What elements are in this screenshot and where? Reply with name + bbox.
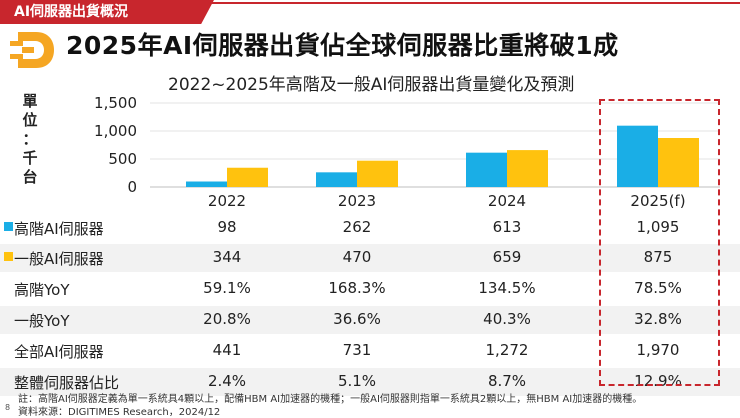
bar-high-end-2024 — [466, 152, 507, 187]
y-tick-label: 0 — [127, 178, 137, 196]
table-cell: 731 — [342, 341, 372, 359]
bar-general-2022 — [227, 167, 268, 187]
table-cell: 32.8% — [634, 310, 682, 328]
section-tag: AI伺服器出貨概況 — [0, 0, 214, 24]
bar-general-2025(f) — [658, 138, 699, 187]
header-rule — [0, 2, 740, 4]
row-label: 一般YoY — [14, 312, 70, 330]
bar-high-end-2022 — [186, 181, 227, 187]
table-cell: 1,272 — [485, 341, 529, 359]
table-cell: 1,970 — [636, 341, 680, 359]
table-cell: 2.4% — [207, 372, 247, 390]
x-tick-label: 2023 — [338, 192, 376, 210]
legend-swatch-high_end — [4, 222, 13, 231]
page-number: 8 — [5, 403, 11, 412]
bar-high-end-2025(f) — [617, 125, 658, 187]
y-tick-label: 1,500 — [94, 94, 137, 112]
row-label: 整體伺服器佔比 — [14, 374, 120, 392]
table-row: 整體伺服器佔比 2.4% 5.1% 8.7% 12.9% — [0, 368, 740, 396]
table-cell: 441 — [212, 341, 242, 359]
table-row: 高階AI伺服器 98 262 613 1,095 — [0, 214, 740, 242]
bar-chart: 0 500 1,000 1,500 2022 2023 2024 2025(f) — [94, 94, 720, 210]
footnote: 註：高階AI伺服器定義為單一系統具4顆以上，配備HBM AI加速器的機種；一般A… — [18, 394, 643, 405]
table-row: 一般AI伺服器 344 470 659 875 — [0, 244, 740, 272]
table-cell: 134.5% — [478, 279, 536, 297]
y-tick-label: 1,000 — [94, 122, 137, 140]
x-tick-label: 2024 — [488, 192, 526, 210]
table-row: 全部AI伺服器 441 731 1,272 1,970 — [0, 337, 740, 365]
unit-char: 台 — [22, 168, 38, 186]
table-cell: 36.6% — [333, 310, 381, 328]
table-cell: 613 — [492, 218, 522, 236]
page-title: 2025年AI伺服器出貨佔全球伺服器比重將破1成 — [66, 31, 619, 60]
unit-char: 位 — [22, 111, 38, 129]
table-cell: 470 — [342, 248, 372, 266]
unit-char: 單 — [22, 92, 38, 110]
x-tick-label: 2025(f) — [630, 192, 685, 210]
table-cell: 344 — [212, 248, 242, 266]
table-cell: 1,095 — [636, 218, 680, 236]
bar-general-2024 — [507, 150, 548, 187]
unit-char: ： — [22, 130, 38, 148]
unit-label: 單 位 ： 千 台 — [20, 92, 40, 187]
chart-title: 2022~2025年高階及一般AI伺服器出貨量變化及預測 — [168, 75, 575, 95]
forecast-highlight-box — [599, 99, 720, 386]
table-cell: 875 — [643, 248, 673, 266]
bar-general-2023 — [357, 160, 398, 187]
table-cell: 659 — [492, 248, 522, 266]
table-cell: 168.3% — [328, 279, 386, 297]
row-label: 高階AI伺服器 — [14, 220, 104, 238]
unit-char: 千 — [22, 149, 38, 167]
digitimes-logo-icon — [10, 32, 54, 68]
y-tick-label: 500 — [108, 150, 137, 168]
table-cell: 20.8% — [203, 310, 251, 328]
table-row: 一般YoY 20.8% 36.6% 40.3% 32.8% — [0, 306, 740, 334]
bar-high-end-2023 — [316, 172, 357, 187]
table-cell: 262 — [342, 218, 372, 236]
table-cell: 59.1% — [203, 279, 251, 297]
table-cell: 78.5% — [634, 279, 682, 297]
row-label: 一般AI伺服器 — [14, 250, 104, 268]
source-note: 資料來源：DIGITIMES Research，2024/12 — [18, 407, 221, 418]
table-cell: 5.1% — [337, 372, 377, 390]
table-cell: 8.7% — [487, 372, 527, 390]
x-tick-label: 2022 — [208, 192, 246, 210]
row-label: 全部AI伺服器 — [14, 343, 104, 361]
legend-swatch-general — [4, 252, 13, 261]
table-cell: 40.3% — [483, 310, 531, 328]
table-cell: 98 — [217, 218, 237, 236]
table-row: 高階YoY 59.1% 168.3% 134.5% 78.5% — [0, 275, 740, 303]
row-label: 高階YoY — [14, 281, 70, 299]
